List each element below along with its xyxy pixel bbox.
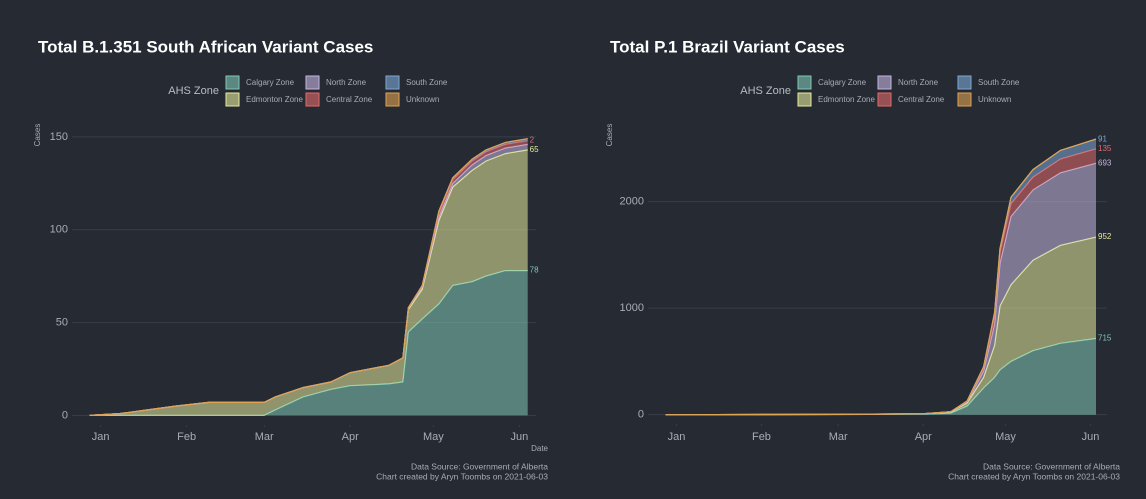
legend-swatch [305, 75, 320, 90]
legend-label: South Zone [978, 78, 1020, 87]
legend-swatch [385, 75, 400, 90]
x-tick-label: Jan [668, 431, 686, 443]
legend-label: Calgary Zone [246, 78, 295, 87]
legend-swatch [877, 75, 892, 90]
x-axis-label: Date [531, 444, 548, 453]
legend-label: Unknown [978, 95, 1011, 104]
x-tick-label: Jun [510, 431, 528, 443]
x-tick-label: Mar [829, 431, 848, 443]
x-tick-label: May [423, 431, 444, 443]
y-axis-label: Cases [605, 124, 614, 147]
legend-swatch [957, 92, 972, 107]
y-tick-label: 0 [62, 409, 68, 421]
legend-swatch [225, 92, 240, 107]
source-note: Data Source: Government of Alberta [983, 461, 1120, 471]
end-label: 78 [530, 266, 539, 275]
y-tick-label: 150 [50, 131, 68, 143]
legend-swatch [797, 75, 812, 90]
legend-label: Edmonton Zone [818, 95, 875, 104]
legend-swatch [385, 92, 400, 107]
area [89, 270, 528, 416]
y-tick-label: 2000 [620, 195, 644, 207]
legend-swatch [225, 75, 240, 90]
end-label: 2 [530, 136, 535, 145]
legend-title: AHS Zone [168, 85, 219, 97]
y-tick-label: 0 [638, 409, 644, 421]
legend-label: Edmonton Zone [246, 95, 303, 104]
y-axis-label: Cases [33, 124, 42, 147]
x-tick-label: Apr [915, 431, 932, 443]
end-label: 135 [1098, 144, 1112, 153]
end-label: 65 [530, 145, 539, 154]
x-tick-label: Jun [1082, 431, 1100, 443]
area [665, 237, 1096, 415]
end-label: 715 [1098, 334, 1112, 343]
end-label: 952 [1098, 232, 1112, 241]
legend-label: North Zone [326, 78, 367, 87]
end-label: 693 [1098, 158, 1112, 167]
x-tick-label: Feb [752, 431, 771, 443]
y-tick-label: 100 [50, 224, 68, 236]
area [665, 148, 1096, 415]
legend-swatch [797, 92, 812, 107]
x-tick-label: Mar [255, 431, 274, 443]
chart-title: Total P.1 Brazil Variant Cases [610, 37, 845, 56]
y-tick-label: 1000 [620, 302, 644, 314]
y-tick-label: 50 [56, 316, 68, 328]
area-line [665, 138, 1097, 416]
area [665, 338, 1096, 415]
x-tick-label: Feb [177, 431, 196, 443]
area-line [89, 138, 528, 416]
legend-label: Central Zone [326, 95, 373, 104]
area [89, 149, 528, 416]
chart-title: Total B.1.351 South African Variant Case… [38, 37, 373, 56]
legend-swatch [957, 75, 972, 90]
legend-label: Central Zone [898, 95, 945, 104]
legend-label: Calgary Zone [818, 78, 867, 87]
legend-label: Unknown [406, 95, 439, 104]
legend-label: North Zone [898, 78, 939, 87]
legend-title: AHS Zone [740, 85, 791, 97]
source-note: Data Source: Government of Alberta [411, 461, 548, 471]
x-tick-label: Jan [92, 431, 110, 443]
legend-label: South Zone [406, 78, 448, 87]
legend-swatch [305, 92, 320, 107]
x-tick-label: Apr [342, 431, 359, 443]
legend-swatch [877, 92, 892, 107]
end-label: 91 [1098, 134, 1107, 143]
x-tick-label: May [995, 431, 1016, 443]
credit-note: Chart created by Aryn Toombs on 2021-06-… [948, 471, 1120, 481]
credit-note: Chart created by Aryn Toombs on 2021-06-… [376, 471, 548, 481]
